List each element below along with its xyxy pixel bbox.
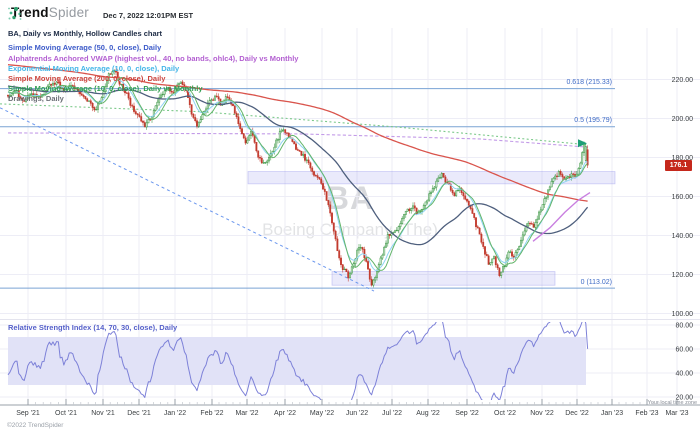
time-axis-label: Aug '22 bbox=[416, 410, 440, 417]
time-axis-label: Jul '22 bbox=[382, 410, 402, 417]
last-price-badge: 176.1 bbox=[665, 159, 692, 171]
legend-ema10[interactable]: Exponential Moving Average (10, 0, close… bbox=[8, 63, 180, 73]
rsi-indicator-label[interactable]: Relative Strength Index (14, 70, 30, clo… bbox=[8, 323, 178, 332]
time-axis-label: Apr '22 bbox=[274, 410, 296, 417]
legend-sma50[interactable]: Simple Moving Average (50, 0, close), Da… bbox=[8, 43, 162, 52]
time-axis-label: Mar '22 bbox=[235, 410, 258, 417]
price-axis-label[interactable]: 100.00 bbox=[672, 311, 694, 318]
legend-sma10-monthly[interactable]: Simple Moving Average (10, 0, close), Da… bbox=[8, 84, 203, 93]
time-axis-label: Oct '21 bbox=[55, 410, 77, 417]
rsi-axis-label[interactable]: 20.00 bbox=[675, 395, 693, 402]
time-axis-label: Nov '22 bbox=[530, 410, 554, 417]
price-axis-label[interactable]: 160.00 bbox=[672, 194, 694, 201]
time-axis-label: May '22 bbox=[310, 410, 334, 417]
legend-anchored-vwap[interactable]: Alphatrends Anchored VWAP (highest vol.,… bbox=[8, 53, 299, 63]
fib-level-0618-label[interactable]: 0.618 (215.33) bbox=[566, 79, 612, 87]
time-axis-label: Sep '22 bbox=[455, 410, 479, 417]
rsi-axis-label[interactable]: 80.00 bbox=[675, 323, 693, 330]
logo-text-trend: Trend bbox=[11, 5, 49, 20]
time-axis-label: Dec '21 bbox=[127, 410, 151, 417]
time-axis-label: Sep '21 bbox=[16, 410, 40, 417]
chart-timestamp: Dec 7, 2022 12:01PM EST bbox=[103, 11, 194, 20]
price-axis-label[interactable]: 140.00 bbox=[672, 233, 694, 240]
price-axis-label[interactable]: 220.00 bbox=[672, 77, 694, 84]
trendspider-logo-icon bbox=[8, 6, 22, 20]
time-axis-label: Nov '21 bbox=[91, 410, 115, 417]
legend-symbol-line[interactable]: BA, Daily vs Monthly, Hollow Candles cha… bbox=[8, 29, 163, 38]
trendspider-logo[interactable]: TrendSpider bbox=[7, 5, 89, 20]
price-axis-label[interactable]: 180.00 bbox=[672, 155, 694, 162]
time-axis-label: Oct '22 bbox=[494, 410, 516, 417]
time-axis-label: Mar '23 bbox=[665, 410, 688, 417]
time-axis-label: Feb '23 bbox=[635, 410, 658, 417]
fib-level-05-label[interactable]: 0.5 (195.79) bbox=[574, 117, 612, 125]
legend-drawings[interactable]: Drawings, Daily bbox=[8, 93, 64, 103]
price-axis-label[interactable]: 200.00 bbox=[672, 116, 694, 123]
logo-text-spider: Spider bbox=[48, 5, 89, 20]
timezone-note: Your local time zone bbox=[647, 400, 697, 406]
legend-sma200[interactable]: Simple Moving Average (200, 0, close), D… bbox=[8, 73, 166, 83]
time-axis-label: Feb '22 bbox=[200, 410, 223, 417]
copyright-text: ©2022 TrendSpider bbox=[7, 422, 64, 429]
time-axis-label: Jun '22 bbox=[346, 410, 368, 417]
time-axis-label: Dec '22 bbox=[565, 410, 589, 417]
rsi-axis-label[interactable]: 60.00 bbox=[675, 347, 693, 354]
time-axis-label: Jan '23 bbox=[601, 410, 623, 417]
price-axis-label[interactable]: 120.00 bbox=[672, 272, 694, 279]
rsi-axis-label[interactable]: 40.00 bbox=[675, 371, 693, 378]
fib-level-0-label[interactable]: 0 (113.02) bbox=[580, 278, 612, 286]
time-axis-label: Jan '22 bbox=[164, 410, 186, 417]
